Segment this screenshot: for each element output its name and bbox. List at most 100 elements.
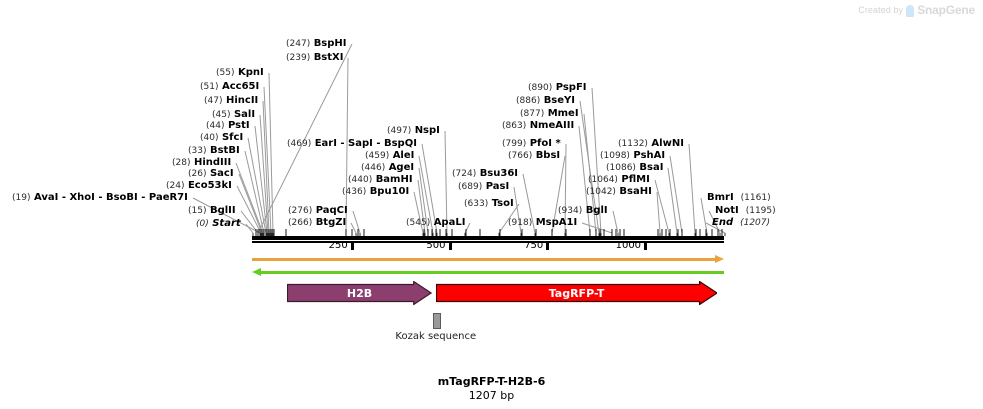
enzyme-label-agei[interactable]: (446) AgeI [361,162,414,174]
enzyme-label-nmeaiii[interactable]: (863) NmeAIII [502,120,574,132]
enzyme-label-pflmi[interactable]: (1064) PflMI [588,174,650,186]
enzyme-label-bstxi[interactable]: (239) BstXI [286,52,343,64]
enzyme-label-avai[interactable]: (19) AvaI - XhoI - BsoBI - PaeR7I [12,192,188,204]
enzyme-label-noti[interactable]: NotI (1195) [715,205,776,217]
enzyme-label-saci[interactable]: (26) SacI [188,168,234,180]
enzyme-position: (19) [12,193,31,203]
enzyme-position: (239) [286,53,311,63]
enzyme-label-bmri[interactable]: BmrI (1161) [707,192,771,204]
leader-line-psti [254,125,268,234]
enzyme-name: BseYI [543,95,576,106]
enzyme-label-bsai[interactable]: (1086) BsaI [606,162,663,174]
watermark-created-by: Created by [858,5,904,15]
enzyme-label-mspa1i[interactable]: (918) MspA1I [508,217,577,229]
enzyme-name: SacI [209,168,234,179]
enzyme-position: (1098) [600,151,630,161]
enzyme-position: (459) [365,151,390,161]
enzyme-name: NspI [414,125,440,136]
enzyme-position: (40) [200,133,219,143]
reverse-strand-arrow[interactable] [252,268,724,277]
leader-line-alwni [688,143,696,234]
enzyme-label-bgli[interactable]: (934) BglI [558,205,608,217]
enzyme-label-sali[interactable]: (45) SalI [212,109,255,121]
enzyme-label-bglii[interactable]: (15) BglII [188,205,236,217]
enzyme-label-hincii[interactable]: (47) HincII [204,95,258,107]
enzyme-position: (689) [458,182,483,192]
enzyme-label-bsu36i[interactable]: (724) Bsu36I [452,168,518,180]
enzyme-name: PflMI [621,174,650,185]
enzyme-position: (15) [188,206,207,216]
leader-line-apali [464,222,471,234]
enzyme-label-end[interactable]: End (1207) [712,217,770,229]
snapgene-watermark: Created by SnapGene [858,3,975,17]
enzyme-label-acc65i[interactable]: (51) Acc65I [200,81,259,93]
ruler-tick-label: 750 [524,240,544,251]
enzyme-label-eari[interactable]: (469) EarI - SapI - BspQI [287,138,417,150]
enzyme-label-pshai[interactable]: (1098) PshAI [600,150,665,162]
enzyme-label-hindiii[interactable]: (28) HindIII [172,157,231,169]
leader-line-sfci [247,137,267,234]
leader-line-btgzi [350,222,357,234]
enzyme-position: (26) [188,169,207,179]
enzyme-name: PfoI * [529,138,561,149]
enzyme-label-alwni[interactable]: (1132) AlwNI [618,138,684,150]
enzyme-name: HincII [225,95,259,106]
enzyme-label-pspfi[interactable]: (890) PspFI [528,82,587,94]
leader-line-bsahi [656,191,661,234]
enzyme-label-bseyi[interactable]: (886) BseYI [516,95,575,107]
enzyme-position: (724) [452,169,477,179]
enzyme-position: (890) [528,83,553,93]
forward-strand-arrow-head [715,255,724,263]
enzyme-label-tsoi[interactable]: (633) TsoI [464,198,514,210]
enzyme-label-mmei[interactable]: (877) MmeI [520,108,579,120]
enzyme-label-eco53ki[interactable]: (24) Eco53kI [166,180,232,192]
enzyme-position: (1195) [745,206,776,216]
feature-arrow-h2b[interactable]: H2B [287,281,432,305]
enzyme-label-sfci[interactable]: (40) SfcI [200,132,243,144]
enzyme-position: (28) [172,158,191,168]
enzyme-label-bsphi[interactable]: (247) BspHI [286,38,347,50]
ruler-tick-mark [644,241,648,250]
enzyme-name: BbsI [535,150,561,161]
forward-strand-arrow[interactable] [252,255,724,264]
enzyme-label-pfoi[interactable]: (799) PfoI * [502,138,561,150]
enzyme-label-nspi[interactable]: (497) NspI [387,125,440,137]
feature-arrow-tagrfp-t[interactable]: TagRFP-T [435,281,718,305]
enzyme-label-bsahi[interactable]: (1042) BsaHI [586,186,652,198]
enzyme-position: (47) [204,96,223,106]
enzyme-name: KpnI [237,67,264,78]
sequence-ruler[interactable] [252,236,724,248]
enzyme-label-psti[interactable]: (44) PstI [206,120,250,132]
enzyme-position: (1042) [586,187,616,197]
enzyme-name: BspHI [313,38,347,49]
enzyme-label-bpu10i[interactable]: (436) Bpu10I [342,186,409,198]
enzyme-label-pasi[interactable]: (689) PasI [458,181,509,193]
enzyme-position: (51) [200,82,219,92]
sequence-length: 1207 bp [468,389,515,402]
kozak-sequence-label: Kozak sequence [395,331,477,342]
enzyme-position: (1132) [618,139,648,149]
forward-strand-arrow-shaft [252,258,716,261]
enzyme-label-bstbi[interactable]: (33) BstBI [188,145,240,157]
enzyme-position: (44) [206,121,225,131]
ruler-tick-label: 1000 [615,240,642,251]
enzyme-label-kpni[interactable]: (55) KpnI [216,67,264,79]
enzyme-label-bbsi[interactable]: (766) BbsI [508,150,560,162]
enzyme-label-apali[interactable]: (545) ApaLI [406,217,465,229]
enzyme-position: (266) [288,218,313,228]
enzyme-name: BsaI [639,162,664,173]
leader-line-pflmi [654,179,670,234]
enzyme-label-start[interactable]: (0) Start [196,218,241,230]
enzyme-name: NmeAIII [529,120,575,131]
enzyme-label-bamhi[interactable]: (440) BamHI [348,174,413,186]
enzyme-label-btgzi[interactable]: (266) BtgZI [288,217,346,229]
leader-line-bglii [240,210,259,234]
feature-label: TagRFP-T [548,286,605,300]
enzyme-name: AlwNI [651,138,684,149]
leader-line-kpni [268,72,274,234]
kozak-marker-icon[interactable] [432,313,441,329]
enzyme-name: PasI [485,181,510,192]
enzyme-position: (863) [502,121,527,131]
enzyme-label-alei[interactable]: (459) AleI [365,150,414,162]
enzyme-label-paqci[interactable]: (276) PaqCI [288,205,348,217]
